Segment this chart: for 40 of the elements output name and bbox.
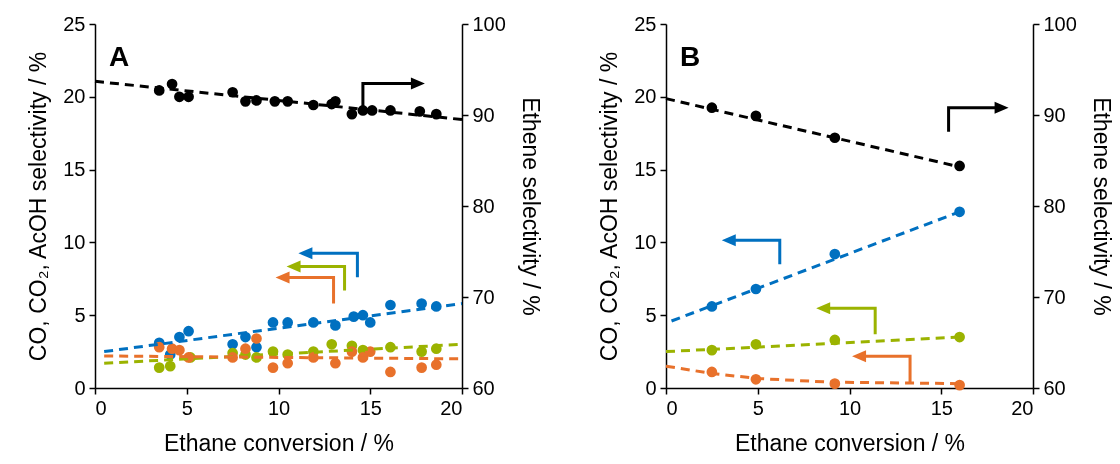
annotation: A xyxy=(109,41,130,72)
y-tick-label: 10 xyxy=(634,230,657,253)
x-tick-label: 0 xyxy=(95,396,107,419)
y-tick-label: 10 xyxy=(63,230,86,253)
y-tick-label: 20 xyxy=(63,85,86,108)
y-tick-label: 20 xyxy=(634,85,657,108)
x-axis-title: Ethane conversion / % xyxy=(734,429,966,456)
x-tick-label: 5 xyxy=(181,396,193,419)
x-axis-title: Ethane conversion / % xyxy=(163,429,395,456)
annotation: B xyxy=(680,41,701,72)
y2-axis-title: Ethene selectivity / % xyxy=(1088,97,1115,316)
y2-tick-label: 70 xyxy=(472,285,495,308)
y-tick-label: 0 xyxy=(645,376,657,399)
y-tick-label: 5 xyxy=(74,303,86,326)
y-tick-label: 5 xyxy=(645,303,657,326)
y-tick-label: 0 xyxy=(74,376,86,399)
x-tick-label: 10 xyxy=(267,396,291,419)
y2-tick-label: 80 xyxy=(1043,194,1066,217)
x-tick-label: 20 xyxy=(440,396,463,419)
y2-tick-label: 90 xyxy=(1043,103,1066,126)
x-tick-label: 5 xyxy=(752,396,764,419)
x-tick-label: 15 xyxy=(930,396,953,419)
y-tick-label: 15 xyxy=(634,158,657,181)
x-tick-label: 10 xyxy=(838,396,862,419)
y2-tick-label: 100 xyxy=(1043,12,1077,35)
y-axis-title: CO, CO₂, AcOH selectivity / % xyxy=(596,51,623,362)
x-tick-label: 20 xyxy=(1011,396,1034,419)
y2-tick-label: 80 xyxy=(472,194,495,217)
x-tick-label: 0 xyxy=(666,396,678,419)
y-axis-title: CO, CO₂, AcOH selectivity / % xyxy=(25,51,52,362)
y2-tick-label: 100 xyxy=(472,12,506,35)
x-tick-label: 15 xyxy=(359,396,382,419)
y2-tick-label: 90 xyxy=(472,103,495,126)
y-tick-label: 25 xyxy=(63,12,86,35)
y2-tick-label: 60 xyxy=(1043,376,1066,399)
y2-tick-label: 60 xyxy=(472,376,495,399)
y2-axis-title: Ethene selectivity / % xyxy=(517,97,544,316)
y2-tick-label: 70 xyxy=(1043,285,1066,308)
y-tick-label: 15 xyxy=(63,158,86,181)
y-tick-label: 25 xyxy=(634,12,657,35)
